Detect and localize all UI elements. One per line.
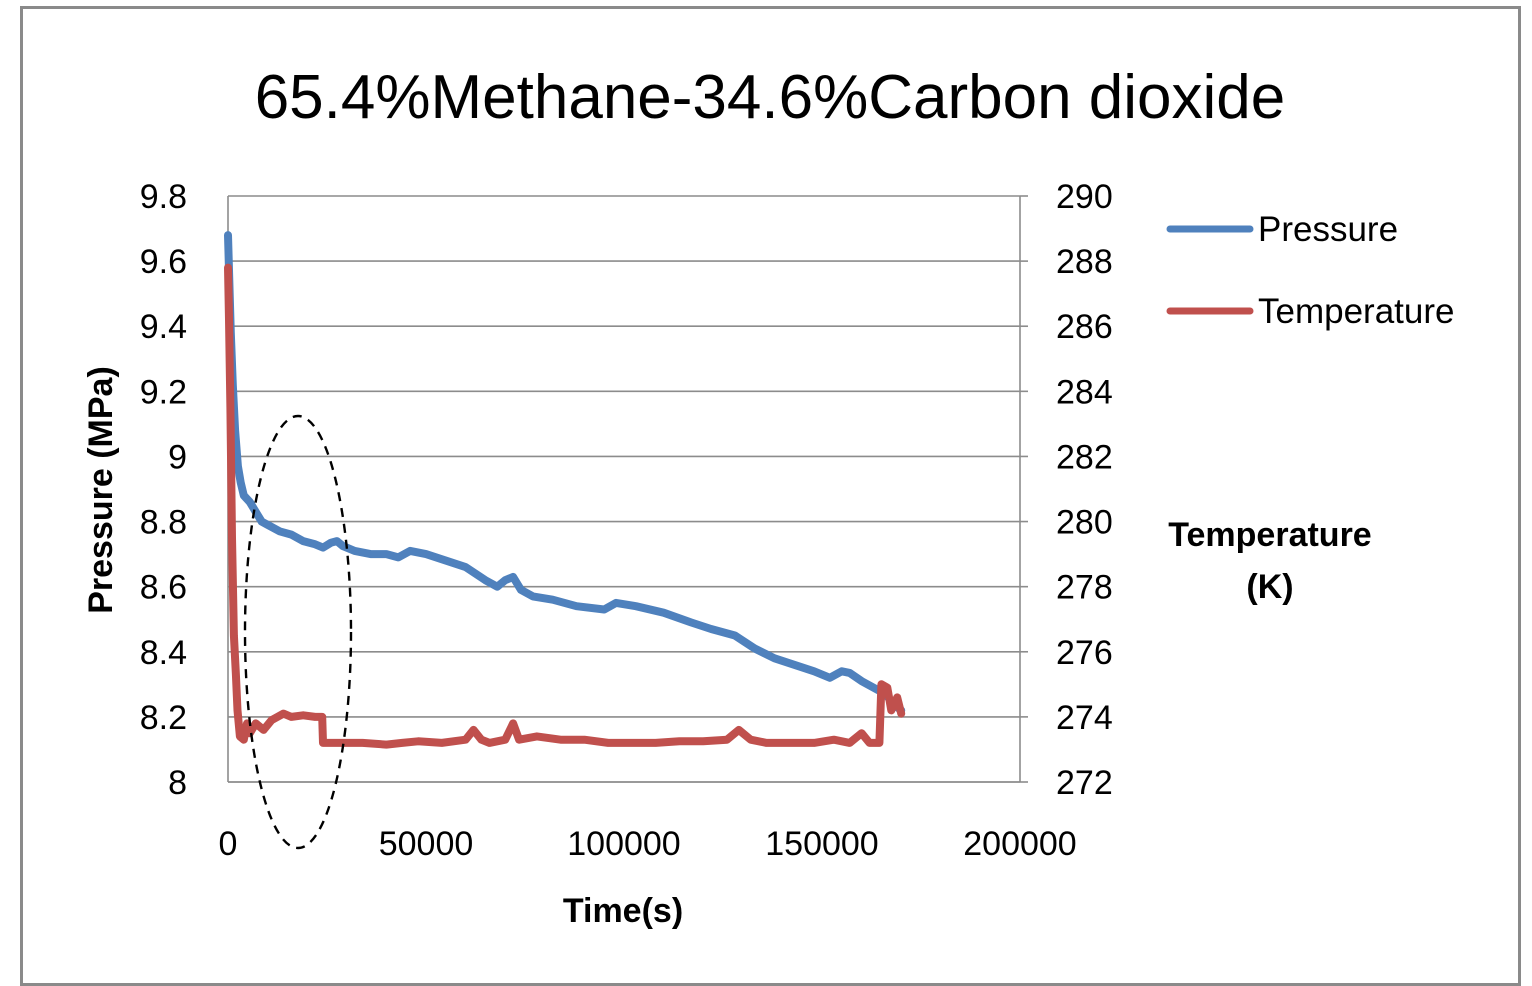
y-tick-label: 9 — [168, 438, 187, 476]
y2-tick-label: 288 — [1056, 243, 1113, 281]
y2-tick-label: 274 — [1056, 699, 1113, 737]
series-line-pressure — [224, 231, 906, 715]
y-tick-label: 8 — [168, 764, 187, 802]
x-tick-label: 200000 — [963, 825, 1076, 863]
y-tick-label: 9.4 — [140, 308, 187, 346]
y2-tick-label: 290 — [1056, 178, 1113, 216]
y2-tick-label: 284 — [1056, 373, 1113, 411]
y2-axis-label-line1: Temperature — [1168, 516, 1371, 554]
y-tick-label: 8.2 — [140, 699, 187, 737]
chart-frame — [20, 6, 1521, 986]
y-tick-label: 8.4 — [140, 634, 187, 672]
plot-border — [227, 196, 1021, 783]
y2-tick-label: 272 — [1056, 764, 1113, 802]
legend: Pressure Temperature — [1166, 210, 1454, 331]
y-tick-label: 9.6 — [140, 243, 187, 281]
y2-axis-label-line2: (K) — [1246, 568, 1293, 606]
y2-axis-ticks: 272 274 276 278 280 282 284 286 288 290 — [1056, 178, 1113, 802]
x-tick-label: 150000 — [765, 825, 878, 863]
legend-label-temperature: Temperature — [1258, 292, 1454, 331]
x-tick-label: 100000 — [567, 825, 680, 863]
series-line-temperature — [224, 263, 906, 749]
x-axis-ticks: 0 50000 100000 150000 200000 — [219, 825, 1077, 863]
chart-title: 65.4%Methane-34.6%Carbon dioxide — [255, 63, 1286, 132]
gridlines — [228, 195, 1028, 783]
y2-tick-label: 286 — [1056, 308, 1113, 346]
y-tick-label: 9.2 — [140, 373, 187, 411]
y-tick-label: 8.8 — [140, 504, 187, 542]
series-layer — [224, 231, 906, 749]
highlight-ellipse — [243, 414, 353, 850]
y-axis-ticks: 8 8.2 8.4 8.6 8.8 9 9.2 9.4 9.6 9.8 — [140, 178, 187, 802]
y2-tick-label: 282 — [1056, 438, 1113, 476]
y-axis-label: Pressure (MPa) — [82, 366, 120, 614]
y-tick-label: 8.6 — [140, 569, 187, 607]
y2-tick-label: 278 — [1056, 569, 1113, 607]
y2-tick-label: 276 — [1056, 634, 1113, 672]
x-tick-label: 50000 — [379, 825, 474, 863]
x-tick-label: 0 — [219, 825, 238, 863]
y-tick-label: 9.8 — [140, 178, 187, 216]
y2-tick-label: 280 — [1056, 504, 1113, 542]
legend-label-pressure: Pressure — [1258, 210, 1398, 249]
x-axis-label: Time(s) — [563, 892, 683, 930]
